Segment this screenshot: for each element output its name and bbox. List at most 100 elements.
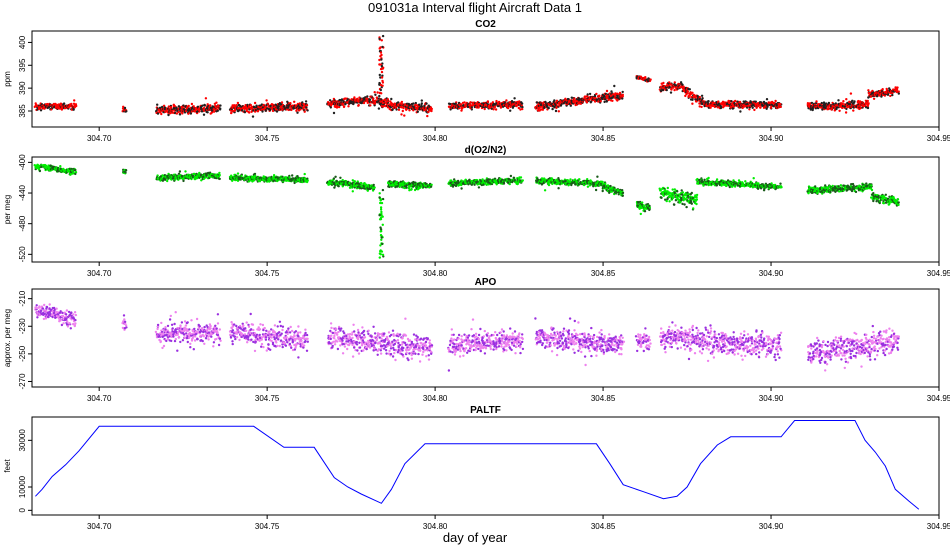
data-point xyxy=(751,106,754,110)
data-point xyxy=(429,185,433,188)
data-point xyxy=(557,187,560,190)
data-point xyxy=(344,102,347,105)
data-point xyxy=(380,58,383,61)
data-point xyxy=(665,88,668,92)
data-point xyxy=(218,171,221,175)
data-point xyxy=(156,112,160,115)
data-point xyxy=(644,76,647,79)
data-point xyxy=(521,107,524,111)
data-point xyxy=(712,101,715,105)
data-point xyxy=(867,102,870,105)
data-point xyxy=(676,190,679,193)
data-point xyxy=(386,100,389,103)
data-point xyxy=(736,100,739,103)
data-point xyxy=(594,184,597,188)
data-point xyxy=(208,104,212,108)
data-point xyxy=(827,101,831,105)
data-point xyxy=(495,99,498,103)
data-point xyxy=(866,106,870,110)
x-tick-label: 304.90 xyxy=(759,269,784,278)
data-point xyxy=(539,108,543,111)
data-point xyxy=(896,86,899,89)
data-point xyxy=(378,81,381,85)
x-tick-label: 304.70 xyxy=(87,134,112,143)
data-point xyxy=(682,89,686,92)
data-point xyxy=(125,110,128,113)
data-point xyxy=(283,105,286,108)
data-point xyxy=(730,100,733,103)
data-point xyxy=(822,106,825,109)
data-point xyxy=(517,106,520,110)
data-point xyxy=(685,205,688,209)
data-point xyxy=(177,110,180,114)
data-point xyxy=(621,194,624,197)
data-point xyxy=(486,100,490,103)
data-point xyxy=(779,103,782,106)
data-point xyxy=(216,109,219,112)
data-point xyxy=(671,188,674,191)
data-point xyxy=(621,95,624,98)
data-point xyxy=(569,178,572,181)
data-point xyxy=(236,172,240,175)
data-point xyxy=(897,92,900,95)
x-tick-label: 304.70 xyxy=(87,269,112,278)
data-point xyxy=(257,105,260,109)
data-point xyxy=(509,174,513,178)
data-point xyxy=(38,169,42,173)
data-point xyxy=(810,101,814,105)
data-point xyxy=(754,100,757,103)
data-point xyxy=(187,104,190,108)
data-point xyxy=(37,167,41,170)
data-point xyxy=(588,92,592,96)
data-point xyxy=(395,108,398,111)
data-point xyxy=(378,73,381,77)
data-point xyxy=(381,66,385,70)
data-point xyxy=(372,183,375,187)
data-point xyxy=(852,101,856,104)
data-point xyxy=(289,102,292,105)
data-point xyxy=(822,101,826,104)
data-point xyxy=(494,108,498,111)
x-tick-label: 304.85 xyxy=(591,134,616,143)
data-point xyxy=(353,180,356,183)
data-point xyxy=(605,89,609,93)
y-tick-label: 400 xyxy=(18,35,27,49)
data-point xyxy=(306,109,309,112)
data-point xyxy=(759,106,762,109)
data-point xyxy=(601,189,604,193)
data-point xyxy=(68,167,72,170)
data-point xyxy=(408,182,411,185)
data-point xyxy=(690,200,693,204)
data-point xyxy=(731,107,734,110)
data-point xyxy=(519,176,523,179)
data-point xyxy=(249,103,252,107)
data-point xyxy=(886,93,890,97)
data-point xyxy=(189,112,193,115)
data-point xyxy=(379,76,382,79)
data-point xyxy=(408,109,411,112)
data-point xyxy=(196,105,200,109)
x-tick-label: 304.75 xyxy=(255,269,280,278)
data-point xyxy=(596,175,599,178)
data-point xyxy=(293,100,296,104)
data-point xyxy=(291,174,294,177)
data-point xyxy=(844,111,848,114)
x-tick-label: 304.95 xyxy=(927,134,950,143)
data-point xyxy=(36,164,40,167)
data-point xyxy=(668,81,671,84)
data-point xyxy=(691,102,694,105)
data-point xyxy=(683,197,686,200)
data-point xyxy=(368,98,372,102)
data-point xyxy=(867,89,870,92)
data-point xyxy=(586,95,589,98)
data-point xyxy=(547,106,550,110)
data-point xyxy=(547,183,551,187)
data-point xyxy=(521,105,524,109)
data-point xyxy=(845,98,848,101)
data-point xyxy=(156,103,159,106)
data-point xyxy=(161,105,164,109)
data-point xyxy=(578,178,581,181)
data-point xyxy=(554,109,558,113)
data-point xyxy=(519,108,522,111)
